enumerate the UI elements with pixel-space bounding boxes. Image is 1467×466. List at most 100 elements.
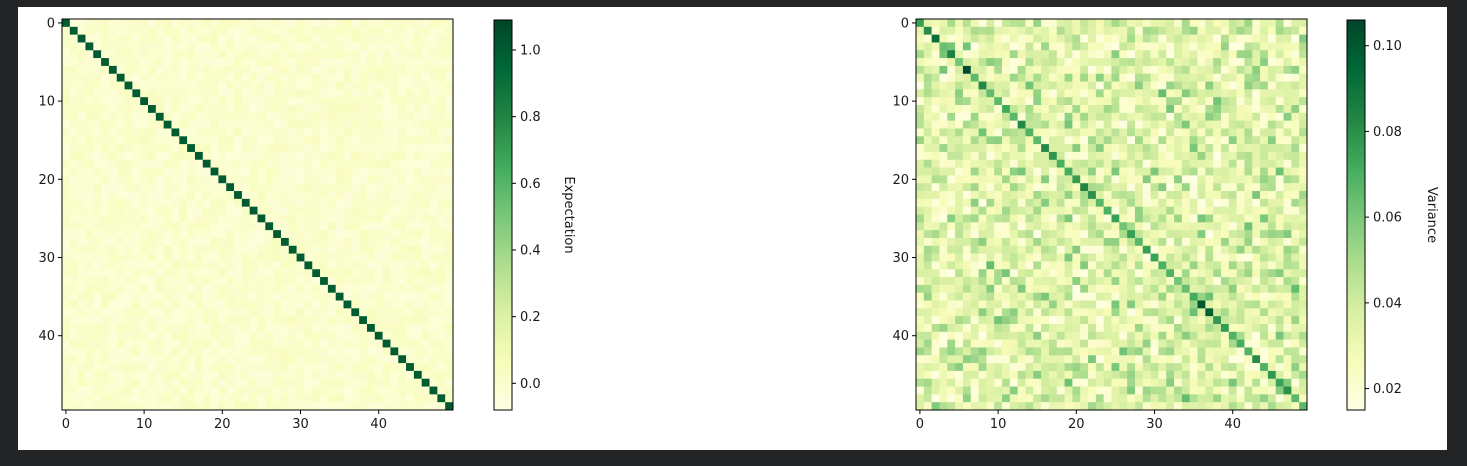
heatmap-cell [366, 370, 376, 379]
heatmap-cell [1025, 386, 1034, 395]
heatmap-cell [390, 308, 399, 317]
heatmap-cell [1127, 175, 1136, 184]
heatmap-cell [265, 120, 274, 129]
heatmap-cell [1048, 316, 1058, 325]
heatmap-cell [390, 370, 399, 379]
heatmap-cell [1111, 175, 1120, 184]
heatmap-cell [916, 58, 925, 67]
heatmap-cell [947, 206, 956, 215]
heatmap-cell [437, 261, 446, 270]
heatmap-cell [1267, 214, 1276, 223]
heatmap-cell [1291, 316, 1300, 325]
heatmap-cell [1111, 73, 1120, 82]
heatmap-cell [124, 128, 133, 137]
heatmap-cell [124, 19, 133, 28]
heatmap-cell [445, 191, 454, 200]
heatmap-cell [1299, 50, 1308, 59]
heatmap-cell [327, 128, 336, 137]
heatmap-cell [1205, 183, 1214, 192]
heatmap-cell [1166, 159, 1175, 168]
heatmap-cell [1267, 136, 1276, 145]
heatmap-cell [1158, 331, 1167, 340]
heatmap-cell [1134, 284, 1144, 293]
heatmap-cell [62, 245, 71, 254]
heatmap-cell [335, 370, 344, 379]
heatmap-cell [101, 26, 110, 35]
heatmap-cell [1134, 42, 1144, 51]
heatmap-cell [1252, 308, 1261, 317]
heatmap-cell [116, 378, 125, 387]
heatmap-cell [77, 378, 86, 387]
heatmap-cell [1119, 261, 1128, 270]
heatmap-cell [413, 58, 422, 67]
heatmap-cell [351, 58, 360, 67]
heatmap-cell [140, 19, 149, 28]
heatmap-cell [1158, 144, 1167, 153]
heatmap-cell [187, 378, 196, 387]
heatmap-cell [351, 284, 360, 293]
heatmap-cell [1197, 89, 1206, 98]
heatmap-cell [947, 308, 956, 317]
heatmap-cell [1291, 97, 1300, 106]
heatmap-cell [343, 331, 352, 340]
heatmap-cell [1033, 237, 1042, 247]
heatmap-cell [1197, 370, 1206, 379]
heatmap-cell [1127, 261, 1136, 270]
heatmap-cell [1252, 136, 1261, 145]
heatmap-cell [1002, 277, 1011, 286]
heatmap-cell [374, 42, 383, 51]
heatmap-cell [1260, 308, 1269, 317]
heatmap-cell [413, 128, 422, 137]
heatmap-cell [1252, 261, 1261, 270]
heatmap-cell [1228, 191, 1237, 200]
heatmap-cell [1080, 300, 1089, 309]
heatmap-cell [1119, 120, 1128, 129]
heatmap-cell [1197, 183, 1206, 192]
heatmap-cell [312, 159, 321, 168]
heatmap-cell [1150, 323, 1159, 333]
heatmap-cell [1244, 50, 1253, 59]
heatmap-cell [1056, 339, 1065, 348]
heatmap-cell [1127, 253, 1136, 262]
heatmap-cell [1072, 97, 1081, 106]
heatmap-cell [171, 331, 180, 340]
heatmap-cell [1088, 261, 1097, 270]
heatmap-cell [249, 73, 258, 82]
heatmap-cell [1213, 34, 1222, 43]
heatmap-cell [69, 50, 78, 59]
heatmap-cell [1181, 19, 1190, 28]
heatmap-cell [1244, 300, 1253, 309]
heatmap-cell [429, 308, 438, 317]
heatmap-cell [429, 175, 438, 184]
heatmap-cell [1220, 269, 1230, 278]
heatmap-cell [1213, 73, 1222, 82]
heatmap-cell [1095, 347, 1104, 356]
heatmap-cell [187, 26, 196, 35]
heatmap-cell [413, 144, 422, 153]
heatmap-cell [234, 42, 243, 51]
heatmap-cell [1033, 19, 1042, 28]
heatmap-cell [1127, 89, 1136, 98]
heatmap-cell [124, 277, 133, 286]
heatmap-cell [978, 363, 987, 372]
heatmap-cell [445, 26, 454, 35]
heatmap-cell [1111, 120, 1120, 129]
heatmap-cell [1252, 222, 1261, 231]
heatmap-cell [437, 159, 446, 168]
heatmap-cell [916, 370, 925, 379]
heatmap-cell [939, 19, 948, 28]
heatmap-cell [1088, 300, 1097, 309]
heatmap-cell [923, 245, 932, 254]
heatmap-cell [101, 151, 110, 161]
heatmap-cell [1205, 73, 1214, 82]
heatmap-cell [994, 73, 1003, 82]
heatmap-cell [116, 159, 125, 168]
heatmap-cell [413, 81, 422, 90]
heatmap-cell [1189, 331, 1198, 340]
heatmap-cell [1103, 159, 1112, 168]
heatmap-cell [257, 144, 266, 153]
heatmap-cell [210, 19, 219, 28]
heatmap-cell [382, 128, 391, 137]
heatmap-cell [1103, 308, 1112, 317]
heatmap-cell [429, 34, 438, 43]
